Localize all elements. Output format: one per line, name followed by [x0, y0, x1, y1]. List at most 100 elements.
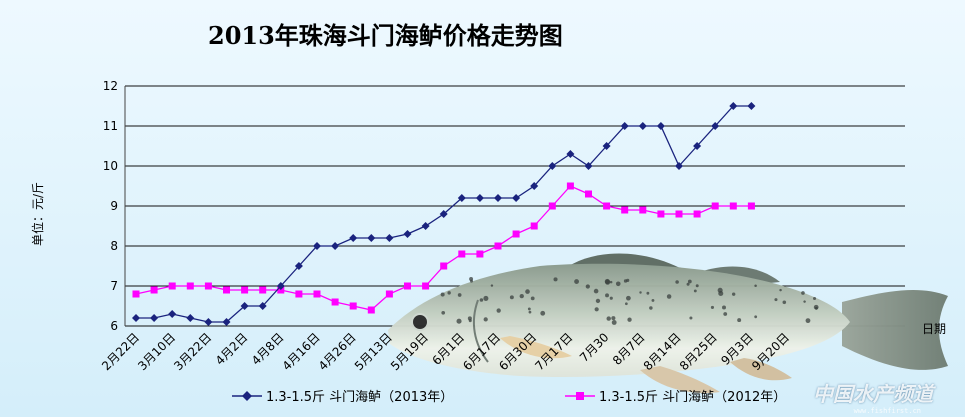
fish-spot	[666, 294, 672, 299]
fish-spot	[723, 312, 728, 316]
fish-spot	[457, 293, 462, 297]
data-point	[367, 306, 375, 314]
data-point	[404, 282, 411, 290]
watermark-url: www.fishfirst.cn	[853, 407, 921, 415]
fish-spot	[456, 318, 462, 324]
data-point	[603, 202, 611, 210]
data-point	[512, 194, 521, 202]
data-point	[512, 230, 520, 238]
data-point	[204, 318, 213, 326]
data-point	[494, 242, 502, 250]
data-point	[132, 314, 140, 322]
data-point	[150, 286, 158, 294]
legend: 1.3-1.5斤 斗门海鲈（2013年） 1.3-1.5斤 斗门海鲈（2012年…	[232, 390, 786, 405]
legend-label-2012: 1.3-1.5斤 斗门海鲈（2012年）	[599, 390, 786, 405]
fish-spot	[649, 306, 653, 310]
fish-spot	[519, 293, 524, 299]
fish-spots	[440, 277, 819, 325]
legend-item-2013: 1.3-1.5斤 斗门海鲈（2013年）	[232, 390, 453, 405]
fish-spot	[624, 302, 628, 306]
data-point	[602, 142, 611, 150]
fish-spot	[779, 288, 782, 292]
fish-spot	[594, 307, 599, 312]
data-point	[349, 234, 358, 242]
fish-spot	[585, 284, 590, 289]
fish-spot	[470, 279, 473, 283]
fish-spot	[440, 292, 445, 297]
data-point	[638, 122, 647, 130]
fish-spot	[689, 316, 693, 320]
fish-spot	[574, 279, 580, 284]
fish-spot	[774, 298, 778, 302]
legend-item-2012: 1.3-1.5斤 斗门海鲈（2012年）	[565, 390, 786, 405]
data-point	[675, 162, 683, 170]
x-tick-label: 5月13日	[352, 330, 395, 373]
data-point	[403, 230, 412, 238]
data-point	[168, 310, 177, 318]
data-point	[313, 242, 321, 250]
data-point	[584, 162, 593, 170]
fish-spot	[675, 280, 679, 284]
data-point	[186, 314, 195, 322]
data-point	[222, 318, 231, 326]
fish-spot	[496, 308, 501, 313]
sea-bass-illustration	[388, 253, 948, 394]
data-point	[294, 262, 303, 270]
y-tick-label: 6	[110, 319, 118, 333]
data-point	[548, 202, 556, 210]
data-point	[729, 102, 738, 110]
data-point	[313, 290, 321, 298]
data-point	[566, 182, 574, 190]
fish-spot	[801, 291, 805, 295]
series-2013	[132, 102, 756, 326]
fish-spot	[604, 278, 610, 285]
fish-spot	[627, 317, 632, 322]
x-axis-label: 日期	[922, 322, 946, 336]
data-point	[223, 286, 230, 294]
data-point	[422, 282, 430, 290]
legend-marker-2012	[576, 392, 584, 400]
data-point	[186, 282, 194, 290]
fish-spot	[611, 320, 617, 325]
fish-spot	[611, 316, 616, 321]
data-point	[132, 290, 140, 298]
data-point	[585, 190, 592, 198]
fish-spot	[695, 284, 699, 288]
series-2012	[132, 182, 755, 314]
data-point	[747, 102, 756, 110]
data-point	[530, 222, 538, 230]
fish-spot	[686, 282, 690, 286]
fish-spot	[651, 298, 655, 302]
fish-spot	[593, 288, 599, 294]
fish-spot	[814, 306, 818, 310]
fish-spot	[754, 315, 758, 319]
y-tick-label: 11	[103, 119, 118, 133]
y-tick-label: 10	[103, 159, 118, 173]
fish-spot	[805, 318, 811, 324]
fish-spot	[530, 296, 535, 301]
data-point	[566, 150, 575, 158]
fish-spot	[626, 295, 631, 301]
data-point	[258, 302, 267, 310]
anal-fin	[730, 358, 792, 381]
data-point	[729, 202, 737, 210]
data-point	[475, 194, 484, 202]
data-point	[241, 286, 249, 294]
fish-spot	[639, 291, 642, 294]
y-tick-labels: 6 7 8 9 10 11 12	[103, 79, 118, 333]
data-point	[240, 302, 249, 310]
data-point	[747, 202, 755, 210]
data-point	[331, 242, 340, 250]
data-point	[276, 282, 285, 290]
fish-spot	[468, 319, 472, 323]
gill-line	[472, 299, 489, 363]
data-point	[385, 290, 393, 298]
data-point	[349, 302, 357, 310]
fish-spot	[528, 310, 532, 314]
legend-label-2013: 1.3-1.5斤 斗门海鲈（2013年）	[266, 390, 453, 405]
data-point	[204, 282, 212, 290]
fish-spot	[525, 289, 530, 294]
y-tick-label: 8	[110, 239, 118, 253]
data-point	[458, 250, 466, 258]
